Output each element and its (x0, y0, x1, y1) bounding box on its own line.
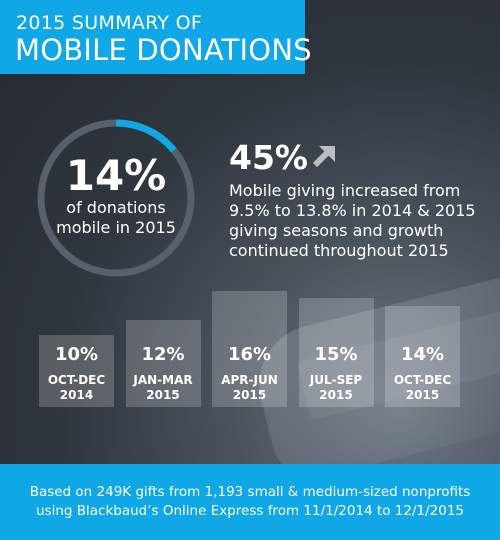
bar-period-line-1: APR-JUN (221, 373, 278, 387)
growth-description-line-2: 9.5% to 13.8% in 2014 & 2015 (229, 201, 476, 220)
bar-period-line-2: 2015 (405, 388, 440, 402)
donut-caption: of donations mobile in 2015 (36, 198, 196, 238)
bar-5 (385, 305, 460, 407)
bar-period-label: APR-JUN 2015 (212, 373, 287, 403)
bar-period-line-2: 2015 (232, 388, 267, 402)
bar-value-label: 16% (227, 344, 272, 365)
title-line-1: 2015 SUMMARY OF (16, 12, 203, 34)
title-line-2: MOBILE DONATIONS (15, 33, 312, 67)
bar-period-label: JAN-MAR 2015 (126, 373, 201, 403)
bar-period-line-2: 2014 (59, 388, 94, 402)
donut-caption-line-1: of donations (66, 198, 166, 217)
bar-period-line-1: OCT-DEC (47, 373, 106, 387)
growth-description-line-3: giving seasons and growth (229, 221, 444, 240)
bar-period-line-2: 2015 (319, 388, 353, 402)
bar-period-label: OCT-DEC 2015 (385, 373, 460, 403)
growth-description-line-4: continued throughout 2015 (229, 241, 449, 260)
growth-description-line-1: Mobile giving increased from (229, 181, 461, 200)
bar-value-label: 15% (314, 344, 358, 365)
bar-period-label: JUL-SEP 2015 (299, 373, 374, 403)
growth-stat: 45% (229, 138, 308, 177)
bar-4 (298, 298, 374, 407)
bar-3 (212, 291, 287, 407)
donut-value-arc (115, 119, 177, 153)
bar-period-label: OCT-DEC 2014 (39, 373, 114, 403)
donut-caption-line-2: mobile in 2015 (56, 218, 176, 237)
donut-chart (37, 119, 195, 277)
growth-description: Mobile giving increased from 9.5% to 13.… (229, 181, 494, 261)
bar-2 (125, 320, 201, 407)
bar-period-line-1: OCT-DEC (393, 373, 452, 387)
source-line-1: Based on 249K gifts from 1,193 small & m… (29, 484, 471, 500)
title-banner: 2015 SUMMARY OF MOBILE DONATIONS (0, 0, 312, 74)
bar-period-line-2: 2015 (146, 388, 180, 402)
donut-percent: 14% (65, 151, 167, 200)
bar-value-label: 12% (141, 344, 185, 365)
source-line-2: using Blackbaud’s Online Express from 11… (36, 503, 464, 519)
bar-value-label: 10% (54, 344, 99, 365)
bar-1 (39, 334, 114, 407)
bar-period-line-1: JUL-SEP (309, 373, 363, 387)
bar-value-label: 14% (400, 344, 445, 365)
up-right-arrow-icon (312, 146, 335, 168)
source-footer: Based on 249K gifts from 1,193 small & m… (0, 464, 500, 540)
bar-period-line-1: JAN-MAR (133, 373, 193, 387)
